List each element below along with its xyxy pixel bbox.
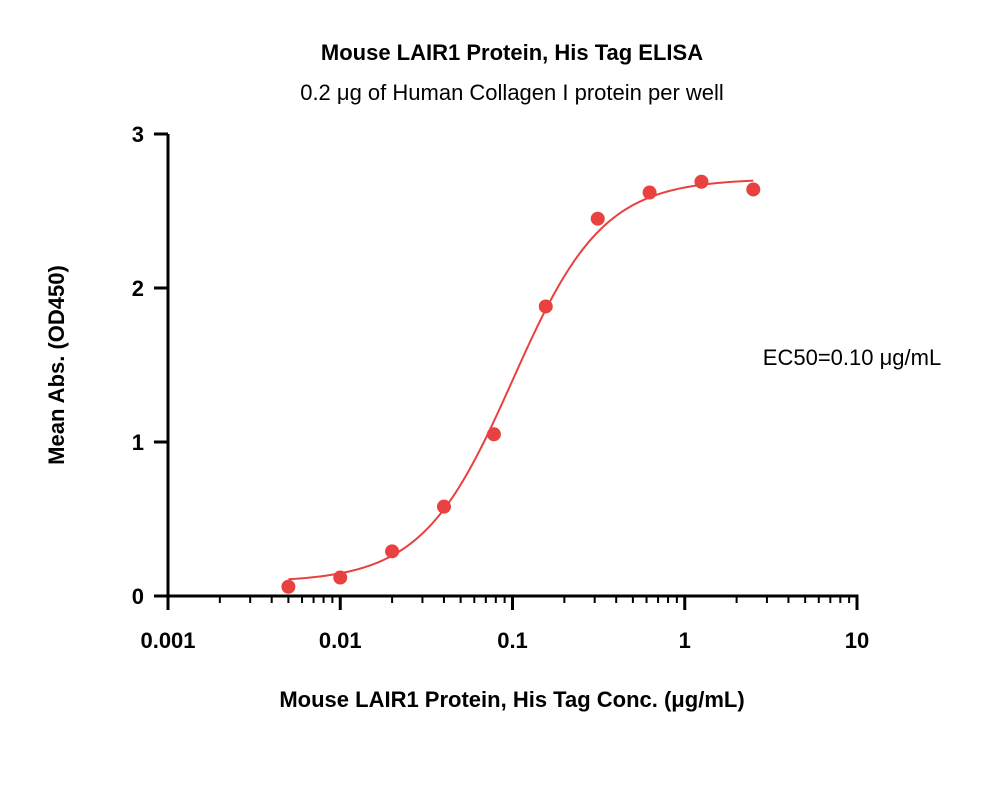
fit-curve bbox=[288, 179, 754, 581]
y-tick-label: 1 bbox=[132, 430, 144, 455]
data-point bbox=[746, 182, 761, 197]
x-tick-label: 0.001 bbox=[140, 628, 195, 653]
axes: 0 1 2 3 0.001 0.01 0.1 1 10 bbox=[132, 122, 869, 653]
data-point bbox=[436, 499, 451, 514]
x-tick-label: 10 bbox=[845, 628, 869, 653]
fit-curve-group bbox=[288, 179, 754, 581]
x-axis-label: Mouse LAIR1 Protein, His Tag Conc. (μg/m… bbox=[279, 687, 744, 712]
data-point bbox=[385, 544, 400, 559]
data-point bbox=[281, 579, 296, 594]
x-tick-label: 0.01 bbox=[319, 628, 362, 653]
ec50-annotation: EC50=0.10 μg/mL bbox=[763, 345, 941, 370]
data-point bbox=[590, 211, 605, 226]
data-point bbox=[333, 570, 348, 585]
y-tick-label: 2 bbox=[132, 276, 144, 301]
data-point bbox=[538, 299, 553, 314]
data-point bbox=[642, 185, 657, 200]
data-points bbox=[281, 174, 761, 594]
y-tick-label: 0 bbox=[132, 584, 144, 609]
y-axis-label: Mean Abs. (OD450) bbox=[44, 265, 69, 465]
chart-subtitle: 0.2 μg of Human Collagen I protein per w… bbox=[300, 80, 724, 105]
chart-title: Mouse LAIR1 Protein, His Tag ELISA bbox=[321, 40, 703, 65]
data-point bbox=[486, 427, 501, 442]
x-tick-label: 0.1 bbox=[497, 628, 528, 653]
data-point bbox=[694, 174, 709, 189]
x-tick-label: 1 bbox=[679, 628, 691, 653]
y-tick-label: 3 bbox=[132, 122, 144, 147]
